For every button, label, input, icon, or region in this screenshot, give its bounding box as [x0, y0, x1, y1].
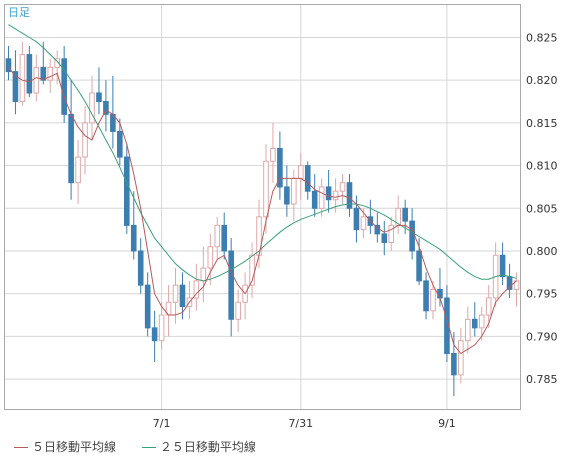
candle-body	[499, 254, 506, 278]
candle-body	[19, 54, 26, 103]
candle-body	[465, 318, 471, 342]
candle-body	[179, 284, 186, 308]
candle-body	[388, 224, 395, 243]
candle-body	[54, 58, 60, 68]
candle-body	[423, 280, 429, 312]
candle-body	[117, 130, 123, 158]
candle-body	[61, 58, 67, 115]
candle-body	[277, 147, 283, 188]
candle-body	[200, 267, 207, 282]
candle-body	[130, 224, 137, 252]
legend: ５日移動平均線 ２５日移動平均線	[14, 438, 278, 455]
candle-body	[235, 301, 241, 320]
candle-body	[416, 250, 422, 282]
candle-body	[339, 182, 346, 192]
candle-body	[471, 318, 478, 329]
ma5-line	[8, 67, 517, 355]
candle-body	[381, 233, 388, 243]
x-tick-label: 7/1	[153, 417, 171, 430]
candle-body	[89, 92, 95, 124]
ma25-swatch-icon	[141, 447, 156, 448]
ma25-line	[8, 24, 517, 282]
candle-body	[207, 246, 214, 269]
candle-body	[221, 224, 228, 252]
candle-body	[193, 280, 200, 299]
y-tick-label: 0.815	[526, 117, 558, 130]
candle-body	[346, 182, 353, 209]
x-tick-label: 9/1	[438, 417, 456, 430]
period-label: 日足	[8, 6, 30, 19]
candle-body	[75, 156, 81, 184]
y-tick-label: 0.795	[526, 288, 558, 301]
candle-body	[270, 147, 276, 162]
candle-body	[353, 207, 360, 231]
candle-body	[26, 54, 33, 94]
candle-body	[437, 288, 443, 299]
candle-body	[5, 58, 12, 73]
candle-body	[291, 177, 297, 205]
candle-body	[96, 92, 102, 103]
candle-body	[485, 297, 492, 316]
candle-body	[228, 250, 234, 320]
legend-ma25-label: ２５日移動平均線	[159, 440, 256, 454]
candle-body	[33, 66, 40, 94]
ma5-swatch-icon	[14, 447, 28, 448]
candle-body	[332, 190, 339, 201]
y-tick-label: 0.785	[526, 373, 558, 386]
candle-body	[82, 122, 88, 158]
candle-body	[158, 314, 165, 342]
candle-body	[68, 113, 74, 184]
y-tick-label: 0.805	[526, 202, 558, 215]
candle-body	[263, 160, 269, 218]
candle-body	[47, 66, 54, 81]
candle-body	[451, 352, 457, 376]
candle-body	[172, 284, 179, 303]
candle-body	[325, 186, 332, 201]
candle-body	[137, 250, 144, 286]
plot-frame	[4, 4, 521, 410]
candle-body	[214, 224, 221, 248]
candle-body	[444, 297, 450, 354]
x-tick-label: 7/31	[288, 417, 313, 430]
candle-body	[284, 186, 290, 205]
candle-body	[297, 165, 304, 179]
candle-body	[513, 280, 520, 290]
y-tick-label: 0.790	[526, 330, 558, 343]
candle-body	[304, 165, 311, 192]
candle-body	[123, 156, 130, 226]
candle-body	[402, 207, 408, 222]
legend-item-ma5: ５日移動平均線	[14, 438, 116, 455]
candle-body	[151, 327, 158, 342]
candle-body	[12, 71, 19, 103]
candle-body	[318, 186, 325, 209]
candle-body	[311, 190, 318, 209]
legend-ma5-label: ５日移動平均線	[32, 440, 117, 454]
y-tick-label: 0.810	[526, 160, 558, 173]
y-tick-label: 0.820	[526, 74, 558, 87]
candle-body	[478, 314, 485, 329]
y-tick-label: 0.825	[526, 31, 558, 44]
candle-body	[360, 216, 367, 231]
candle-body	[430, 288, 436, 312]
candle-body	[103, 101, 109, 115]
candle-body	[409, 220, 415, 252]
candle-body	[249, 254, 255, 286]
y-tick-label: 0.800	[526, 245, 558, 258]
legend-item-ma25: ２５日移動平均線	[141, 438, 256, 455]
candle-body	[40, 66, 47, 81]
candle-body	[144, 284, 151, 329]
candle-body	[458, 340, 464, 376]
